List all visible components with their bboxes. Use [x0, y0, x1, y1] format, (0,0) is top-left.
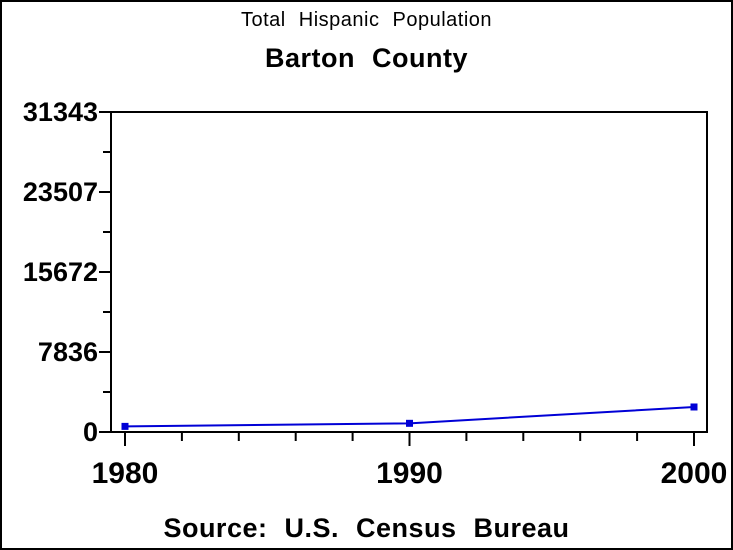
- data-point-marker: [121, 422, 129, 430]
- y-tick-label: 0: [83, 417, 98, 447]
- y-tick-label: 31343: [23, 97, 98, 127]
- chart-title: Total Hispanic Population: [240, 9, 493, 31]
- data-point-marker: [406, 419, 413, 427]
- chart-subtitle: Barton County: [265, 43, 468, 73]
- y-tick-label: 23507: [23, 177, 98, 207]
- x-tick-label: 1990: [376, 457, 443, 490]
- y-tick-label: 15672: [23, 257, 98, 287]
- plot-frame: [110, 111, 708, 433]
- x-tick-label: 1980: [92, 457, 159, 490]
- y-tick-label: 7836: [38, 337, 98, 367]
- source-caption: Source: U.S. Census Bureau: [163, 513, 570, 543]
- data-point-marker: [690, 403, 698, 411]
- x-tick-label: 2000: [661, 457, 728, 490]
